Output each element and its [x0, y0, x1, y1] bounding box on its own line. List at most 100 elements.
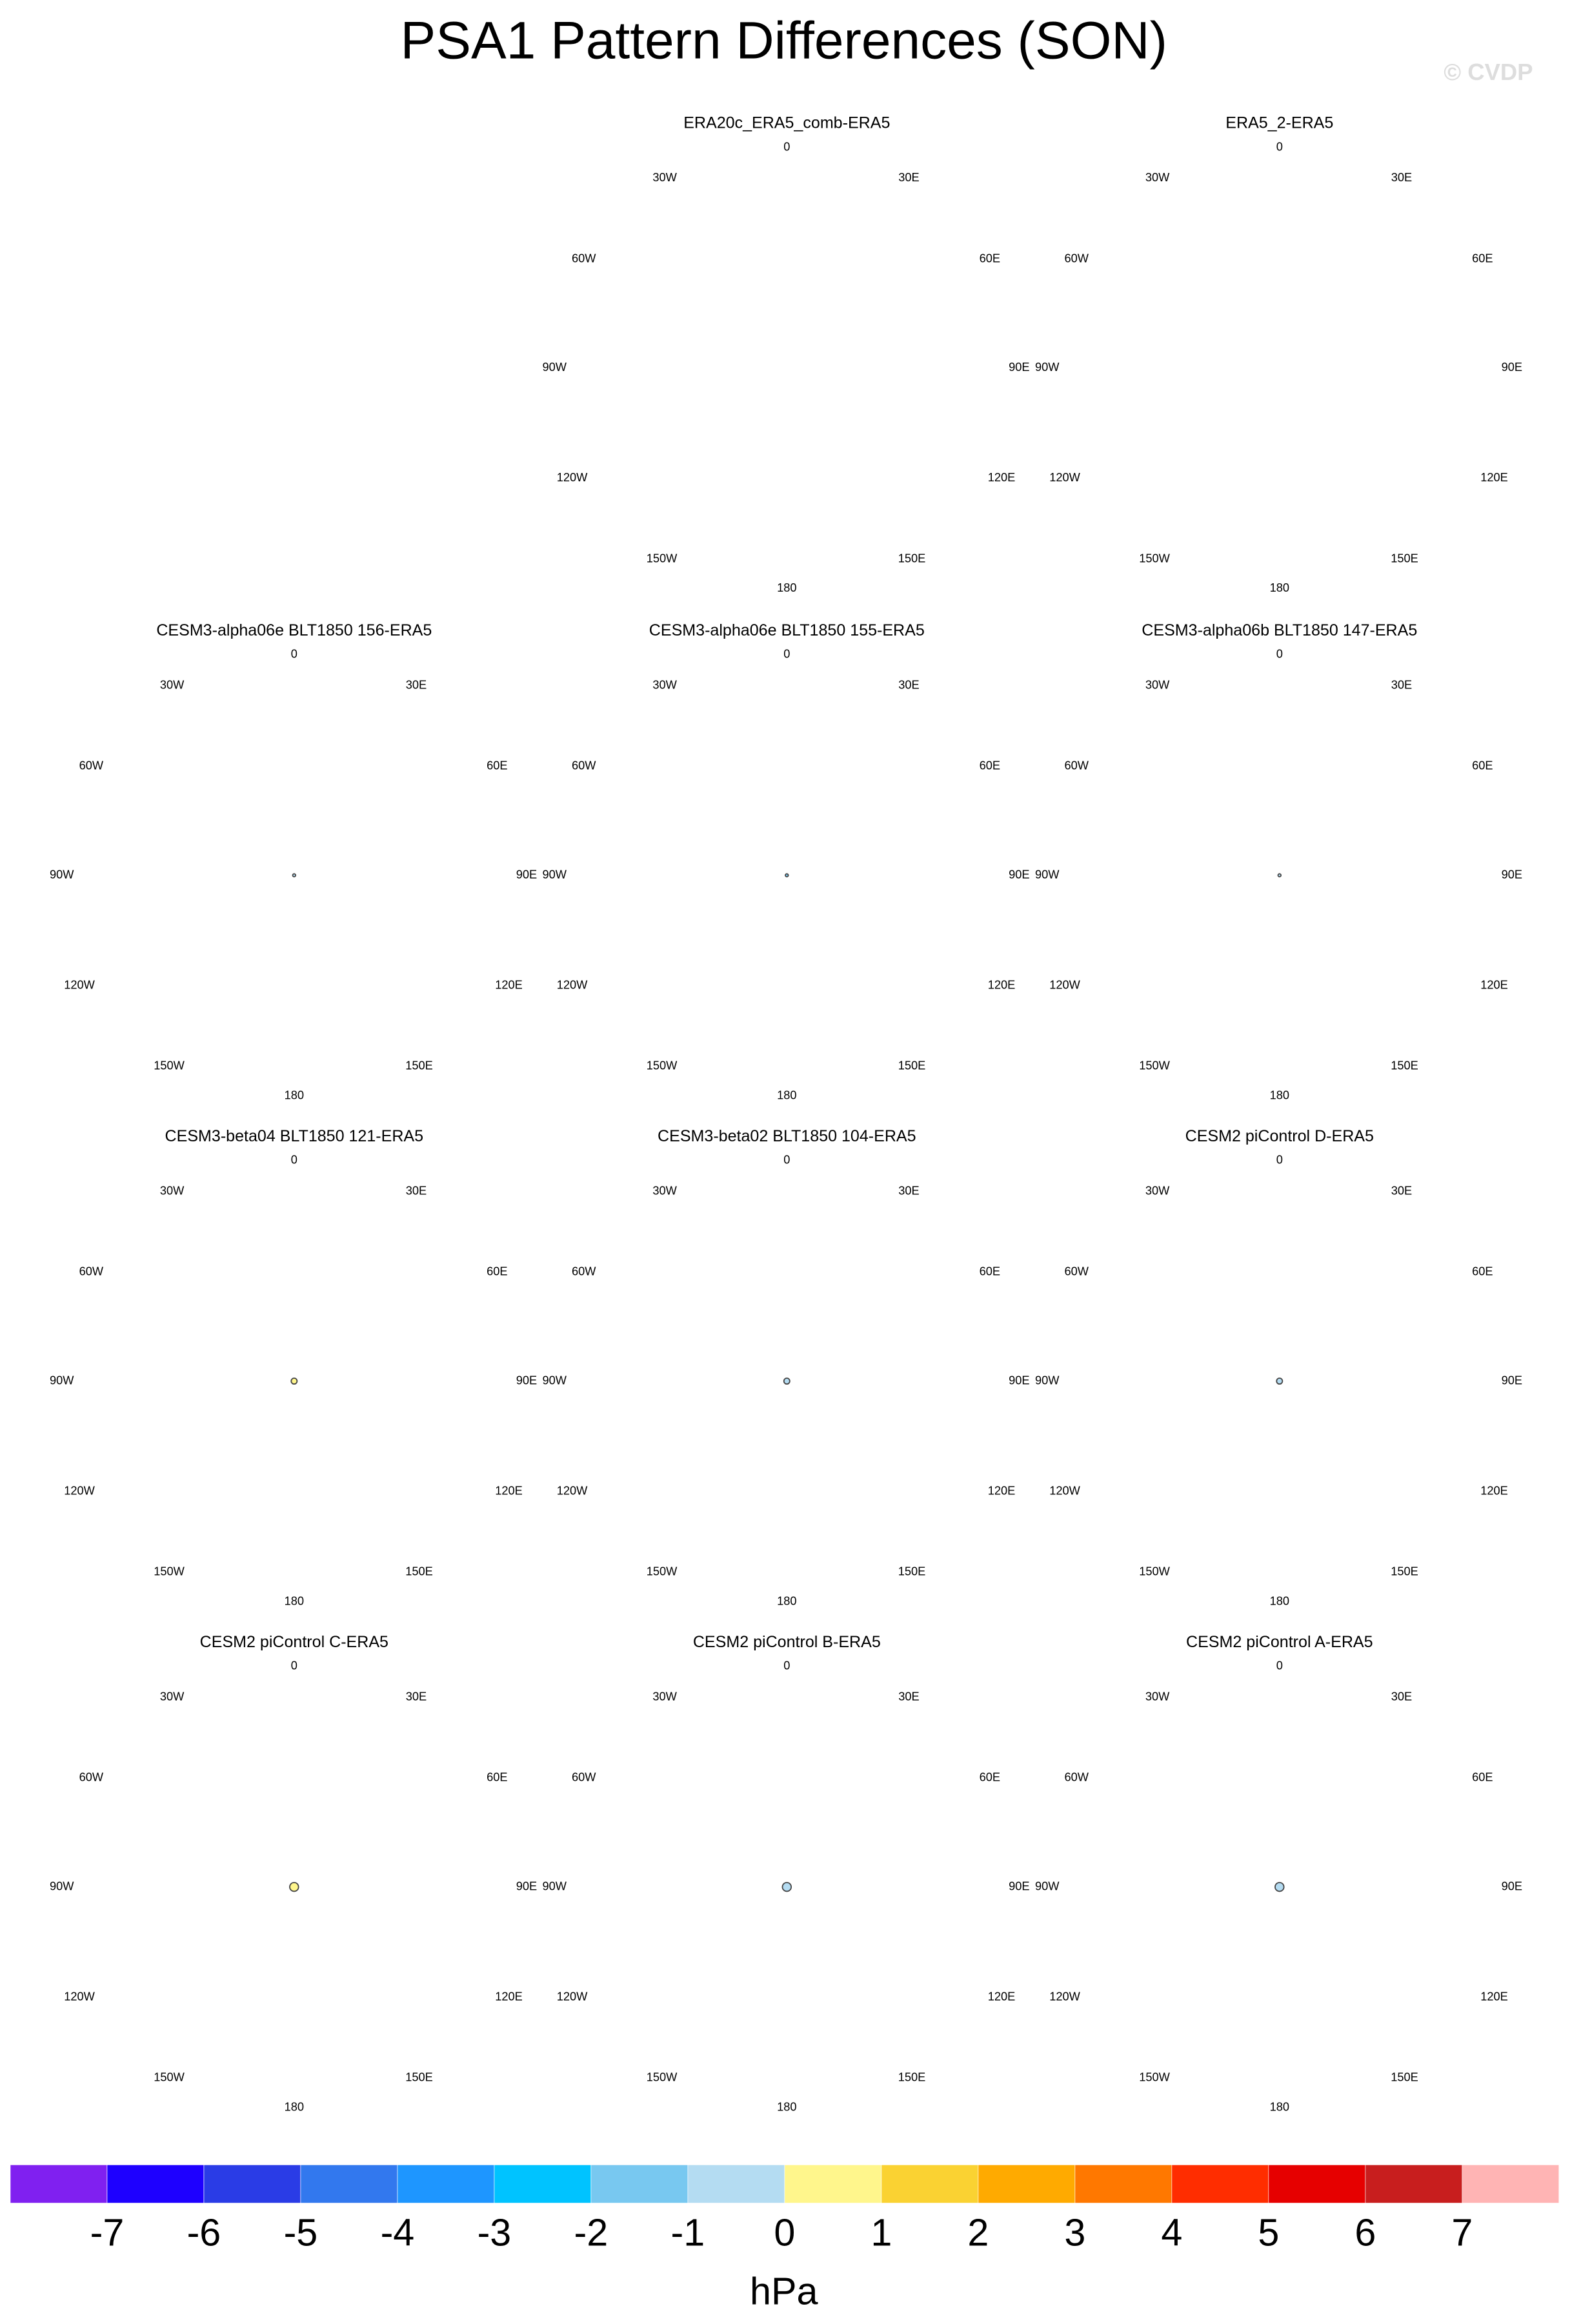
coastline	[780, 486, 801, 530]
coastline	[291, 1378, 297, 1385]
field-contour	[1167, 1290, 1259, 1443]
panel-title: ERA5_2-ERA5	[1225, 114, 1333, 132]
longitude-label: 120E	[495, 1483, 523, 1497]
field-contour	[154, 809, 272, 941]
coastline	[1331, 1667, 1427, 1747]
field-contour	[754, 1268, 819, 1332]
colorbar-box	[397, 2164, 495, 2203]
longitude-label: 90W	[542, 1879, 567, 1892]
field-contour	[297, 895, 452, 1032]
map-panel	[291, 1190, 470, 1385]
longitude-label: 0	[291, 647, 297, 661]
panel-title: CESM2 piControl B-ERA5	[693, 1633, 881, 1651]
longitude-label: 120E	[1480, 977, 1508, 991]
field-contour	[291, 1378, 297, 1385]
field-contour	[785, 875, 789, 877]
longitude-label: 0	[783, 1153, 790, 1167]
longitude-label: 150W	[647, 1059, 678, 1072]
longitude-label: 90E	[1009, 1879, 1029, 1892]
field-contour	[1142, 831, 1212, 919]
field-contour	[1274, 1882, 1284, 1892]
longitude-label: 120W	[557, 1989, 588, 2003]
coastline	[785, 874, 789, 877]
field-contour	[596, 1308, 772, 1484]
longitude-label: 60W	[572, 1770, 596, 1784]
longitude-label: 90W	[542, 360, 567, 374]
longitude-label: 0	[1276, 139, 1283, 153]
longitude-label: 30E	[406, 677, 427, 691]
longitude-label: 90W	[1035, 1879, 1060, 1892]
field-contour	[772, 1975, 861, 2019]
longitude-label: 0	[1276, 647, 1283, 661]
longitude-label: 60W	[1065, 759, 1089, 772]
map-boundary	[289, 1881, 299, 1892]
map-boundary	[785, 873, 789, 877]
field-contour	[654, 831, 758, 934]
longitude-label: 90E	[1502, 1373, 1522, 1387]
longitude-label: 30E	[898, 170, 919, 184]
colorbar-tick-label: -6	[187, 2210, 221, 2254]
longitude-label: 90E	[1502, 867, 1522, 881]
colorbar-box	[1074, 2164, 1173, 2203]
colorbar-box	[203, 2164, 301, 2203]
field-contour	[783, 1378, 790, 1385]
map-boundary	[783, 1377, 790, 1385]
longitude-label: 180	[1270, 1088, 1289, 1101]
field-contour	[332, 1956, 374, 1994]
field-contour	[294, 1190, 470, 1337]
colorbar-box	[687, 2164, 785, 2203]
longitude-label: 120W	[64, 1483, 95, 1497]
field-contour	[289, 1882, 299, 1892]
longitude-label: 90W	[50, 1373, 74, 1387]
colorbar-box	[300, 2164, 398, 2203]
longitude-label: 150E	[405, 1565, 433, 1578]
field-contour	[1066, 147, 1316, 559]
map-panel	[596, 1268, 819, 1543]
longitude-label: 150E	[405, 2070, 433, 2084]
longitude-label: 150E	[1391, 551, 1418, 565]
coastline	[566, 294, 735, 338]
longitude-label: 90E	[1009, 360, 1029, 374]
field-contour	[1154, 326, 1252, 470]
field-contour	[785, 875, 789, 877]
colorbar-units: hPa	[750, 2270, 818, 2313]
coastline	[1059, 802, 1228, 846]
field-contour	[685, 856, 727, 909]
longitude-label: 120W	[557, 977, 588, 991]
longitude-label: 90E	[1009, 867, 1029, 881]
field-contour	[1235, 783, 1265, 806]
longitude-label: 60W	[1065, 1265, 1089, 1278]
field-contour	[785, 874, 789, 877]
longitude-label: 150E	[1391, 1059, 1418, 1072]
longitude-label: 90W	[542, 867, 567, 881]
field-contour	[740, 1414, 804, 1467]
longitude-label: 60W	[79, 759, 104, 772]
field-contour	[875, 1710, 963, 1828]
field-contour	[1258, 302, 1375, 449]
panel-title: CESM2 piControl C-ERA5	[200, 1633, 388, 1651]
field-contour	[831, 655, 1007, 978]
coastline	[566, 802, 735, 846]
coastline	[287, 993, 308, 1037]
longitude-label: 60E	[487, 1770, 507, 1784]
field-background	[1278, 874, 1282, 877]
longitude-label: 30W	[160, 677, 185, 691]
coastline	[780, 1499, 801, 1543]
field-contour	[1147, 1732, 1500, 1865]
longitude-label: 120W	[557, 1483, 588, 1497]
map-panel	[772, 1710, 963, 2019]
field-contour	[1303, 900, 1432, 1012]
longitude-label: 120W	[557, 470, 588, 484]
map-boundary	[1277, 873, 1282, 877]
field-contour	[1206, 1161, 1412, 1249]
coastline	[727, 308, 854, 428]
field-contour	[691, 728, 765, 787]
longitude-label: 30E	[1391, 1689, 1412, 1703]
map-panel	[1059, 147, 1495, 583]
longitude-label: 150E	[898, 2070, 926, 2084]
field-contour	[303, 622, 550, 952]
longitude-label: 30W	[160, 1183, 185, 1197]
coastline	[780, 993, 801, 1037]
longitude-label: 150W	[1139, 1565, 1170, 1578]
colorbar-tick-label: 0	[774, 2210, 795, 2254]
